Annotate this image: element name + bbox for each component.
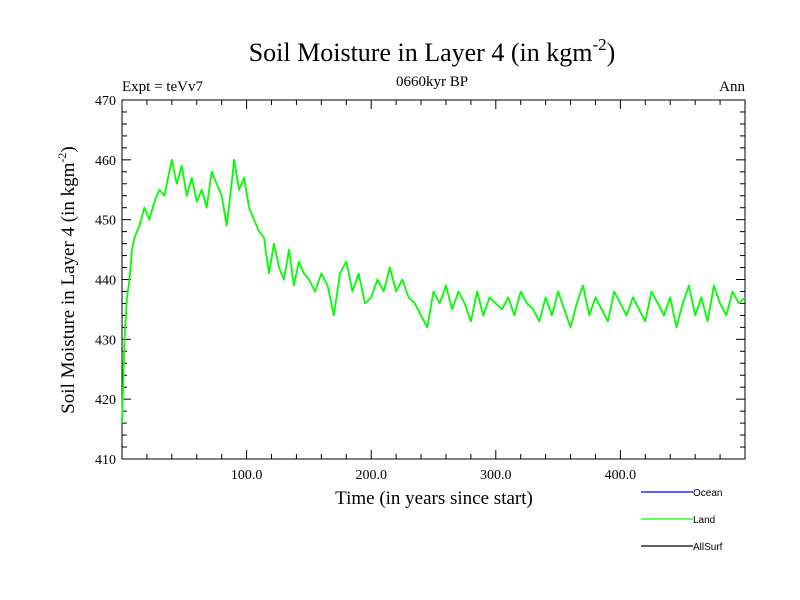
x-tick-label: 300.0 bbox=[480, 468, 512, 483]
legend: Ocean Land AllSurf bbox=[641, 488, 723, 553]
legend-allsurf-label: AllSurf bbox=[693, 542, 723, 553]
series-line-land bbox=[121, 158, 746, 424]
x-axis-ticks: 100.0 200.0 300.0 400.0 bbox=[146, 100, 721, 483]
y-tick-label: 470 bbox=[95, 94, 116, 109]
chart-title-sup: -2 bbox=[592, 35, 606, 54]
y-axis-label-close: ) bbox=[58, 146, 79, 152]
y-axis-ticks: 410 420 430 440 450 460 470 bbox=[95, 94, 745, 468]
y-axis-label-main: Soil Moisture in Layer 4 (in kgm bbox=[58, 162, 79, 413]
x-tick-label: 100.0 bbox=[231, 468, 263, 483]
experiment-label: Expt = teVv7 bbox=[122, 79, 203, 95]
chart-subtitle: 0660kyr BP bbox=[396, 74, 468, 90]
chart-title-close: ) bbox=[607, 38, 616, 67]
x-tick-label: 400.0 bbox=[605, 468, 637, 483]
y-axis-label: Soil Moisture in Layer 4 (in kgm-2) bbox=[55, 146, 79, 414]
plot-frame bbox=[121, 99, 746, 460]
series-layer bbox=[121, 158, 746, 424]
y-tick-label: 450 bbox=[95, 214, 116, 229]
legend-ocean-label: Ocean bbox=[693, 488, 722, 499]
legend-land-label: Land bbox=[693, 515, 715, 526]
x-axis-label: Time (in years since start) bbox=[335, 488, 533, 509]
season-label: Ann bbox=[719, 79, 745, 95]
y-axis-label-sup: -2 bbox=[55, 153, 69, 163]
chart-title: Soil Moisture in Layer 4 (in kgm-2) bbox=[249, 35, 616, 67]
y-tick-label: 420 bbox=[95, 393, 116, 408]
chart-title-main: Soil Moisture in Layer 4 (in kgm bbox=[249, 38, 593, 67]
y-tick-label: 410 bbox=[95, 453, 116, 468]
y-tick-label: 430 bbox=[95, 333, 116, 348]
x-tick-label: 200.0 bbox=[355, 468, 387, 483]
y-tick-label: 460 bbox=[95, 154, 116, 169]
y-tick-label: 440 bbox=[95, 274, 116, 289]
